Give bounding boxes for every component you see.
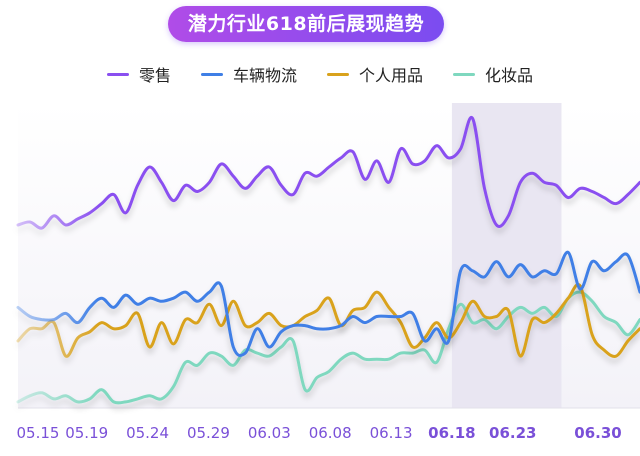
legend-label-retail: 零售 xyxy=(138,66,171,85)
legend-swatch-cosmetics xyxy=(453,72,476,76)
legend-swatch-retail xyxy=(106,72,129,76)
legend-label-personal-goods: 个人用品 xyxy=(359,66,424,85)
legend-item-retail: 零售 xyxy=(106,62,171,86)
chart-title: 潜力行业618前后展现趋势 xyxy=(168,6,444,42)
series-line-retail xyxy=(16,115,640,230)
series-line-cosmetics xyxy=(16,290,640,405)
x-tick-label: 06.30 xyxy=(574,424,621,442)
x-tick-label: 06.13 xyxy=(370,424,413,442)
x-tick-label: 06.03 xyxy=(248,424,291,442)
legend-item-cosmetics: 化妆品 xyxy=(453,62,533,86)
x-tick-label: 05.29 xyxy=(187,424,230,442)
series-line-personal-goods xyxy=(16,283,640,358)
highlight-band xyxy=(451,103,562,408)
x-tick-label: 06.18 xyxy=(428,424,475,442)
x-tick-label: 06.23 xyxy=(489,424,536,442)
x-tick-label: 05.15 xyxy=(17,424,60,442)
legend-label-cosmetics: 化妆品 xyxy=(485,66,534,85)
legend-item-logistics: 车辆物流 xyxy=(200,62,297,86)
series-line-logistics xyxy=(16,250,640,357)
x-tick-label: 05.24 xyxy=(126,424,169,442)
x-tick-label: 06.08 xyxy=(309,424,352,442)
x-tick-label: 05.19 xyxy=(65,424,108,442)
legend-swatch-personal-goods xyxy=(327,72,349,76)
legend-item-personal-goods: 个人用品 xyxy=(327,62,423,86)
legend-swatch-logistics xyxy=(200,72,223,76)
chart-legend: 零售 车辆物流 个人用品 化妆品 xyxy=(0,60,640,88)
legend-label-logistics: 车辆物流 xyxy=(232,66,297,85)
